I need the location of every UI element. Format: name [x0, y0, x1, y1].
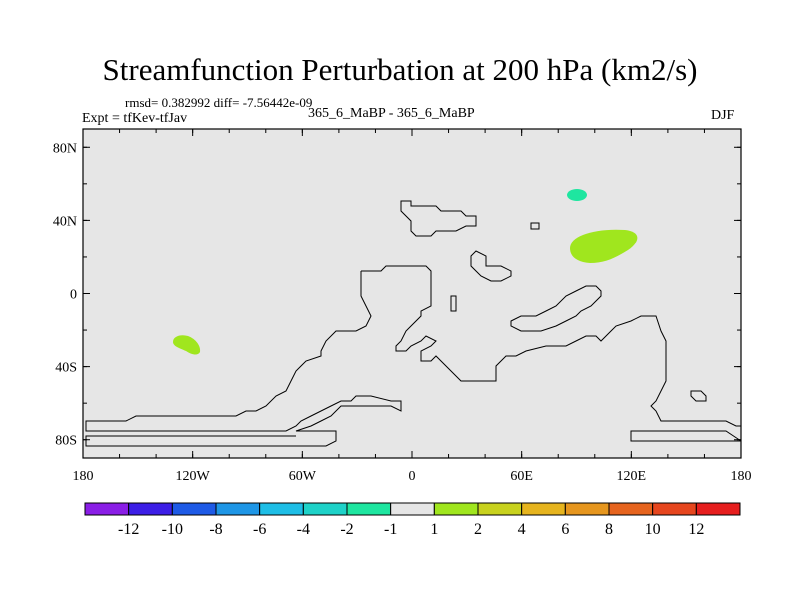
y-tick-label: 80N [53, 141, 77, 156]
x-tick-label: 60E [510, 469, 533, 484]
colorbar-swatch [171, 502, 217, 516]
colorbar-swatch [215, 502, 261, 516]
colorbar: -12 -10 -8 -6 -4 -2 -1 1 2 4 6 8 10 12 [84, 502, 741, 538]
x-tick-label: 0 [409, 469, 416, 484]
colorbar-swatch [695, 502, 741, 516]
coastline-europe [400, 200, 477, 237]
x-axis: 180 120W 60W 0 60E 120E 180 [73, 129, 752, 484]
y-tick-label: 80S [55, 434, 77, 449]
y-tick-label: 40S [55, 361, 77, 376]
colorbar-swatch [433, 502, 479, 516]
colorbar-swatch [652, 502, 697, 516]
colorbar-swatch [84, 502, 130, 516]
colorbar-swatch [564, 502, 610, 516]
colorbar-swatch [259, 502, 304, 516]
feature-positive-asia [570, 229, 638, 263]
x-tick-label: 180 [731, 469, 752, 484]
colorbar-swatch [477, 502, 523, 516]
colorbar-label: 4 [518, 521, 526, 538]
colorbar-swatch [128, 502, 173, 516]
x-tick-label: 180 [73, 469, 94, 484]
colorbar-swatch [390, 502, 435, 516]
colorbar-swatch [346, 502, 392, 516]
feature-positive-south-pacific [173, 335, 201, 355]
colorbar-label: -1 [384, 521, 397, 538]
plot-title: Streamfunction Perturbation at 200 hPa (… [102, 52, 698, 87]
colorbar-swatch [608, 502, 654, 516]
coastline-island-b [530, 222, 540, 230]
map-background [83, 129, 741, 458]
stats-line: rmsd= 0.382992 diff= -7.56442e-09 [125, 95, 313, 110]
colorbar-label: -4 [297, 521, 310, 538]
colorbar-label: 10 [645, 521, 661, 538]
colorbar-label: 8 [605, 521, 613, 538]
y-tick-label: 0 [70, 288, 77, 303]
case-line: 365_6_MaBP - 365_6_MaBP [308, 106, 475, 121]
colorbar-label: 12 [688, 521, 704, 538]
x-tick-label: 120W [176, 469, 211, 484]
y-tick-label: 40N [53, 214, 77, 229]
x-tick-label: 120E [617, 469, 647, 484]
coastline-arabia [470, 250, 512, 282]
y-axis: 80N 40N 0 40S 80S [53, 141, 741, 449]
colorbar-label: -6 [253, 521, 266, 538]
colorbar-label: -8 [209, 521, 222, 538]
colorbar-label: -2 [340, 521, 353, 538]
coastline-island-c [690, 390, 707, 402]
shaded-features [173, 189, 638, 355]
coastline-south-america [85, 271, 402, 447]
coastlines [85, 200, 742, 447]
coastline-continent-main [361, 265, 742, 442]
feature-negative-north-asia [567, 189, 587, 201]
coastline-indonesia [510, 285, 602, 332]
coastline-island-a [450, 295, 457, 312]
colorbar-label: 1 [430, 521, 438, 538]
x-tick-label: 60W [289, 469, 317, 484]
colorbar-swatch [302, 502, 348, 516]
season-label: DJF [711, 108, 735, 123]
experiment-line: Expt = tfKev-tfJav [82, 111, 188, 126]
colorbar-swatch [521, 502, 566, 516]
colorbar-label: 6 [561, 521, 569, 538]
colorbar-label: -10 [162, 521, 183, 538]
colorbar-label: -12 [118, 521, 139, 538]
colorbar-label: 2 [474, 521, 482, 538]
